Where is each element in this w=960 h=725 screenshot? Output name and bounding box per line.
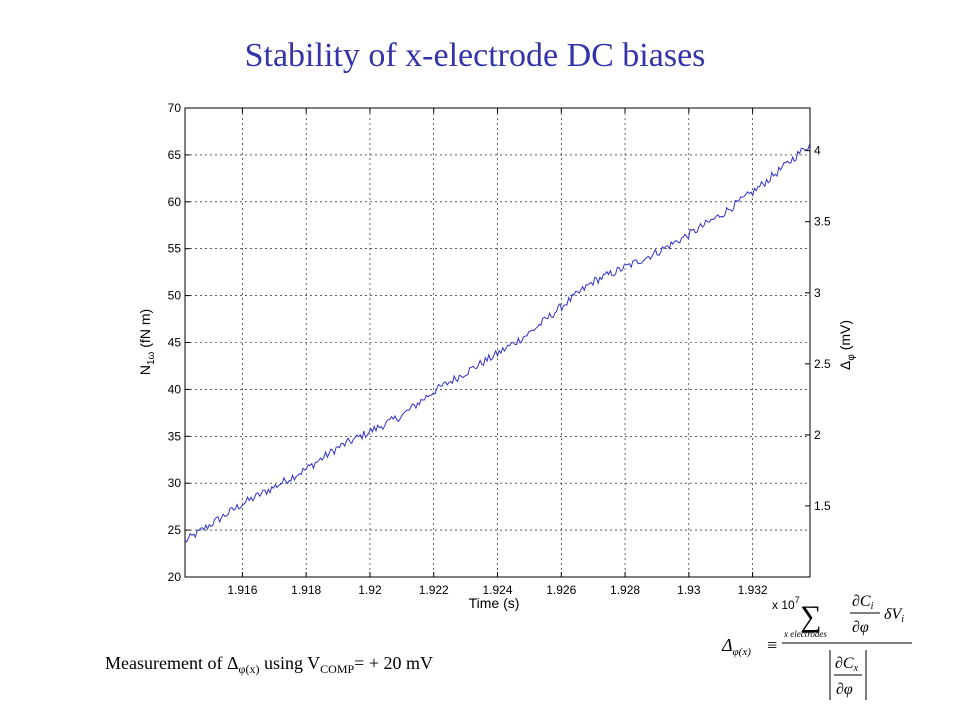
axis-ticks — [185, 107, 810, 578]
y-tick-label-right: 2.5 — [814, 357, 831, 371]
grid-lines — [185, 108, 810, 577]
y-axis-label-left-sub: 1ω — [146, 351, 157, 365]
x-axis-label: Time (s) — [469, 595, 520, 611]
y-tick-label-right: 4 — [814, 144, 821, 158]
formula-lhs-delta: Δ — [721, 635, 733, 655]
formula-num-delta-v-sub: i — [901, 614, 904, 625]
caption-delta: Δ — [227, 653, 239, 673]
formula-num-partial-top-main: ∂C — [852, 593, 871, 610]
y-axis-label-right-main: Δ — [837, 361, 853, 370]
y-tick-label-right: 3.5 — [814, 215, 831, 229]
formula-den-partial-top-sub: x — [853, 663, 859, 674]
formula-num-partial-bottom: ∂φ — [852, 619, 869, 636]
x-tick-label: 1.922 — [419, 583, 449, 597]
caption-delta-sub: φ(x) — [239, 662, 260, 676]
y-tick-label-left: 20 — [168, 570, 182, 584]
formula-num-delta-v-main: δV — [884, 606, 903, 623]
y-axis-label-right: Δφ (mV) — [837, 320, 857, 370]
x-tick-label: 1.928 — [610, 583, 640, 597]
formula-num-partial-top: ∂Ci — [852, 593, 874, 612]
y-tick-label-left: 25 — [168, 523, 182, 537]
caption-text-middle: using V — [259, 653, 320, 673]
x-tick-label: 1.93 — [677, 583, 701, 597]
formula-den-partial-top: ∂Cx — [835, 655, 859, 674]
slide-title: Stability of x-electrode DC biases — [245, 37, 706, 74]
x-tick-label: 1.918 — [291, 583, 321, 597]
y-axis-label-left-main: N — [137, 365, 153, 375]
y-tick-label-left: 55 — [168, 242, 182, 256]
y-tick-labels-right: 1.5 2 2.5 3 3.5 4 — [814, 144, 831, 513]
y-tick-label-right: 3 — [814, 286, 821, 300]
y-tick-label-left: 30 — [168, 476, 182, 490]
x-tick-label: 1.916 — [227, 583, 257, 597]
series-line — [184, 142, 811, 543]
formula-lhs-sub: φ(x) — [733, 646, 752, 658]
y-axis-label-left: N1ω (fN m) — [137, 309, 157, 375]
x-tick-label: 1.924 — [482, 583, 512, 597]
y-axis-label-right-unit: (mV) — [837, 320, 853, 354]
y-tick-label-left: 35 — [168, 429, 182, 443]
caption-text-before: Measurement of — [105, 653, 227, 673]
x-axis-multiplier-text: x 10 — [772, 598, 795, 612]
caption-text-after: = + 20 mV — [354, 653, 433, 673]
x-axis-multiplier-exp: 7 — [795, 595, 800, 605]
x-tick-label: 1.932 — [738, 583, 768, 597]
line-chart: 1.916 1.918 1.92 1.922 1.924 1.926 1.928 1.93 1.… — [137, 101, 857, 612]
formula-sum: ∑ — [800, 600, 821, 633]
x-tick-labels: 1.916 1.918 1.92 1.922 1.924 1.926 1.928 1.93 1.… — [227, 583, 768, 597]
y-tick-label-right: 1.5 — [814, 499, 831, 513]
formula-sum-sub: x electrodes — [783, 629, 827, 639]
y-tick-labels-left: 20 25 30 35 40 45 50 55 60 65 70 — [168, 101, 182, 584]
y-tick-label-left: 45 — [168, 336, 182, 350]
formula-lhs: Δφ(x) — [721, 635, 751, 658]
y-tick-label-left: 60 — [168, 195, 182, 209]
formula-den-partial-bottom: ∂φ — [836, 681, 853, 698]
delta-phi-formula: Δφ(x) ≡ ∑ x electrodes ∂Ci ∂φ δVi ∂Cx ∂φ — [721, 593, 912, 700]
x-axis-multiplier: x 107 — [772, 595, 800, 612]
y-tick-label-right: 2 — [814, 428, 821, 442]
y-tick-label-left: 70 — [168, 101, 182, 115]
x-tick-label: 1.92 — [358, 583, 382, 597]
caption-v-sub: COMP — [320, 662, 354, 676]
y-axis-label-right-sub: φ — [846, 354, 857, 361]
y-tick-label-left: 40 — [168, 382, 182, 396]
formula-num-partial-top-sub: i — [871, 601, 874, 612]
formula-num-delta-v: δVi — [884, 606, 904, 625]
formula-den-partial-top-main: ∂C — [835, 655, 854, 672]
y-tick-label-left: 50 — [168, 289, 182, 303]
x-tick-label: 1.926 — [546, 583, 576, 597]
y-axis-label-left-unit: (fN m) — [137, 309, 153, 352]
measurement-caption: Measurement of Δφ(x) using VCOMP= + 20 m… — [105, 653, 433, 676]
y-tick-label-left: 65 — [168, 148, 182, 162]
formula-equiv: ≡ — [767, 635, 777, 655]
